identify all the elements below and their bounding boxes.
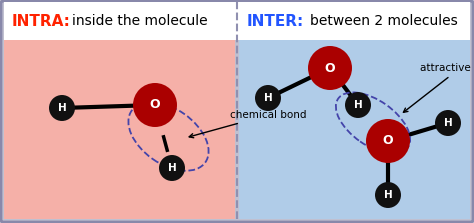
Circle shape xyxy=(366,119,410,163)
Text: chemical bond: chemical bond xyxy=(189,110,307,138)
Circle shape xyxy=(375,182,401,208)
Bar xyxy=(4,2,470,40)
Text: H: H xyxy=(444,118,452,128)
Text: inside the molecule: inside the molecule xyxy=(72,14,208,28)
Circle shape xyxy=(345,92,371,118)
Bar xyxy=(239,40,470,219)
Circle shape xyxy=(159,155,185,181)
Circle shape xyxy=(255,85,281,111)
Text: attractive force: attractive force xyxy=(403,63,474,112)
Text: H: H xyxy=(354,100,363,110)
Circle shape xyxy=(308,46,352,90)
Text: O: O xyxy=(383,134,393,147)
Text: O: O xyxy=(325,62,335,74)
Text: between 2 molecules: between 2 molecules xyxy=(310,14,458,28)
Text: INTER:: INTER: xyxy=(247,14,304,29)
Text: H: H xyxy=(168,163,176,173)
Bar xyxy=(4,40,235,219)
Text: H: H xyxy=(383,190,392,200)
Circle shape xyxy=(435,110,461,136)
Circle shape xyxy=(133,83,177,127)
Circle shape xyxy=(49,95,75,121)
Text: O: O xyxy=(150,99,160,112)
Text: H: H xyxy=(58,103,66,113)
Text: INTRA:: INTRA: xyxy=(12,14,71,29)
Text: H: H xyxy=(264,93,273,103)
